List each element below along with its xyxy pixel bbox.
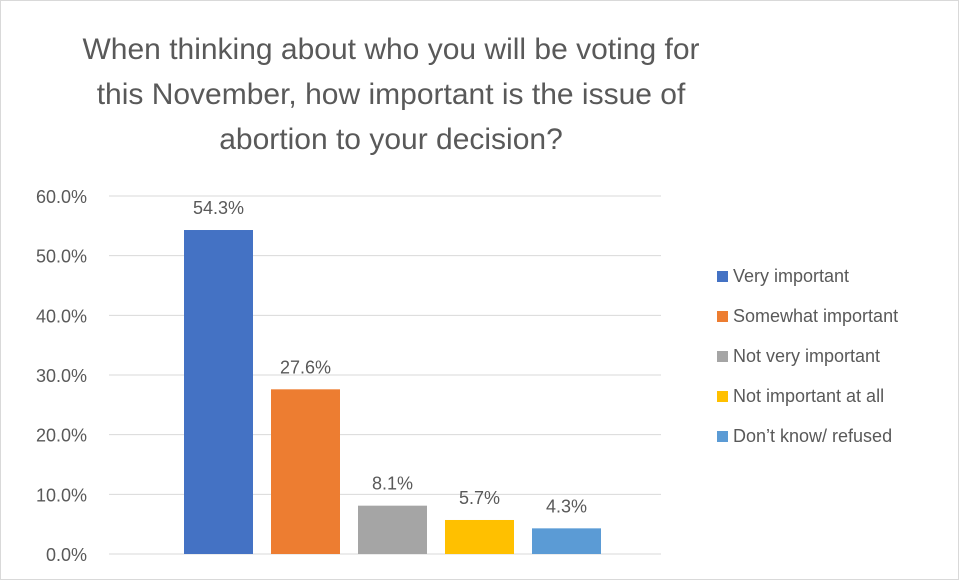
legend: Very important Somewhat important Not very… bbox=[717, 266, 898, 466]
data-label: 5.7% bbox=[459, 488, 500, 508]
bar-2 bbox=[358, 505, 427, 554]
y-tick-label: 30.0% bbox=[36, 366, 87, 386]
legend-label: Very important bbox=[733, 265, 850, 286]
y-tick-label: 50.0% bbox=[36, 247, 87, 267]
legend-label: Not important at all bbox=[733, 385, 885, 406]
legend-label: Don’t know/ refused bbox=[733, 425, 893, 446]
legend-swatch bbox=[717, 390, 728, 402]
chart-title-line-3: abortion to your decision? bbox=[219, 123, 563, 156]
data-label: 4.3% bbox=[546, 496, 587, 516]
legend-item: Very important bbox=[717, 266, 898, 286]
data-label: 8.1% bbox=[372, 474, 413, 494]
chart-title: When thinking about who you will be voti… bbox=[1, 27, 781, 162]
y-tick-label: 20.0% bbox=[36, 426, 87, 446]
data-label: 27.6% bbox=[280, 357, 331, 377]
y-tick-label: 60.0% bbox=[36, 187, 87, 207]
chart-title-line-1: When thinking about who you will be voti… bbox=[82, 33, 700, 66]
bar-1 bbox=[271, 389, 340, 554]
legend-label: Somewhat important bbox=[733, 305, 899, 326]
legend-item: Not very important bbox=[717, 346, 898, 366]
data-labels: 54.3% 27.6% 8.1% 5.7% 4.3% bbox=[193, 198, 587, 516]
legend-swatch bbox=[717, 430, 728, 442]
data-label: 54.3% bbox=[193, 198, 244, 218]
y-axis-tick-labels: 0.0% 10.0% 20.0% 30.0% 40.0% 50.0% 60.0% bbox=[36, 187, 87, 565]
bar-0 bbox=[184, 230, 253, 554]
y-tick-label: 10.0% bbox=[36, 485, 87, 505]
y-tick-label: 0.0% bbox=[46, 545, 87, 565]
legend-item: Not important at all bbox=[717, 386, 898, 406]
legend-label: Not very important bbox=[733, 345, 881, 366]
chart-title-line-2: this November, how important is the issu… bbox=[96, 78, 686, 111]
legend-item: Somewhat important bbox=[717, 306, 898, 326]
bar-3 bbox=[445, 519, 514, 554]
bars bbox=[184, 230, 601, 554]
legend-swatch bbox=[717, 350, 728, 362]
legend-swatch bbox=[717, 310, 728, 322]
y-tick-label: 40.0% bbox=[36, 306, 87, 326]
legend-swatch bbox=[717, 270, 728, 282]
legend-item: Don’t know/ refused bbox=[717, 426, 898, 446]
bar-4 bbox=[532, 528, 601, 554]
